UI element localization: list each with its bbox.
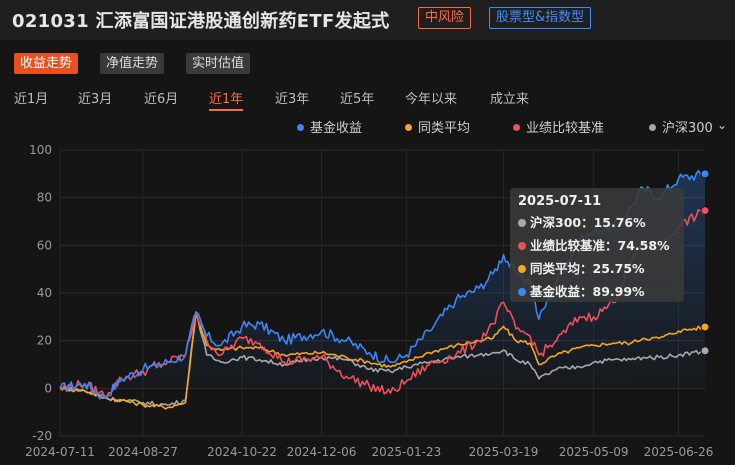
legend-dot-icon [405, 124, 412, 131]
series-end-marker [700, 169, 710, 179]
y-tick-label: 80 [37, 191, 52, 205]
tooltip-row-csi300: 沪深300：15.76% [518, 214, 676, 237]
legend-dot-icon [513, 124, 520, 131]
y-tick-label: -20 [32, 429, 52, 443]
fund-area [60, 170, 705, 399]
legend-csi300[interactable]: 沪深300 [649, 117, 713, 136]
legend-dot-icon [297, 124, 304, 131]
legend-dot-icon [649, 124, 656, 131]
tab-realtime-estimate[interactable]: 实时估值 [186, 53, 251, 74]
x-tick-label: 2024-07-11 [25, 445, 95, 459]
x-tick-label: 2025-01-23 [371, 445, 441, 459]
y-tick-label: 100 [29, 143, 52, 157]
tab-nav-trend[interactable]: 净值走势 [100, 53, 165, 74]
chevron-down-icon[interactable]: ⌄ [717, 118, 728, 132]
tooltip-date: 2025-07-11 [518, 194, 602, 209]
dot-icon [518, 288, 526, 296]
series-end-marker [700, 322, 710, 332]
fund-title: 021031 汇添富国证港股通创新药ETF发起式 [12, 11, 390, 32]
period-3y[interactable]: 近3年 [275, 92, 310, 107]
y-tick-label: 60 [37, 238, 52, 252]
risk-level-badge: 中风险 [418, 7, 472, 29]
x-tick-label: 2024-10-22 [207, 445, 277, 459]
x-tick-label: 2025-06-26 [644, 445, 714, 459]
y-tick-label: 40 [37, 286, 52, 300]
series-line-3 [59, 311, 706, 407]
x-tick-label: 2024-12-06 [287, 445, 357, 459]
tooltip-row-fund-return: 基金收益：89.99% [518, 283, 676, 306]
fund-header: 021031 汇添富国证港股通创新药ETF发起式 中风险 股票型&指数型 [0, 0, 735, 40]
period-6m[interactable]: 近6月 [144, 92, 179, 107]
fund-type-badge[interactable]: 股票型&指数型 [489, 7, 592, 29]
series-end-marker [700, 206, 710, 216]
y-tick-label: 0 [44, 381, 52, 395]
period-1m[interactable]: 近1月 [14, 92, 49, 107]
series-line-2 [59, 209, 706, 398]
period-5y[interactable]: 近5年 [340, 92, 375, 107]
x-tick-label: 2025-03-19 [469, 445, 539, 459]
dot-icon [518, 219, 526, 227]
x-tick-label: 2024-08-27 [108, 445, 178, 459]
period-since-inception[interactable]: 成立来 [490, 92, 530, 107]
legend-benchmark[interactable]: 业绩比较基准 [513, 117, 604, 136]
chart-tooltip: 2025-07-11 沪深300：15.76% 业绩比较基准：74.58% 同类… [510, 188, 684, 302]
period-selector: 近1月 近3月 近6月 近1年 近3年 近5年 今年以来 成立来 [0, 88, 735, 111]
series-end-marker [700, 346, 710, 356]
dot-icon [518, 242, 526, 250]
series-line-1 [59, 311, 706, 410]
period-3m[interactable]: 近3月 [78, 92, 113, 107]
tooltip-row-peer-average: 同类平均：25.75% [518, 260, 676, 283]
x-tick-label: 2025-05-09 [559, 445, 629, 459]
dot-icon [518, 265, 526, 273]
y-tick-label: 20 [37, 334, 52, 348]
tooltip-row-benchmark: 业绩比较基准：74.58% [518, 237, 676, 260]
period-ytd[interactable]: 今年以来 [405, 92, 458, 107]
period-1y[interactable]: 近1年 [209, 88, 244, 111]
tab-return-trend[interactable]: 收益走势 [14, 53, 79, 74]
legend-fund-return[interactable]: 基金收益 [297, 117, 362, 136]
legend-peer-average[interactable]: 同类平均 [405, 117, 470, 136]
